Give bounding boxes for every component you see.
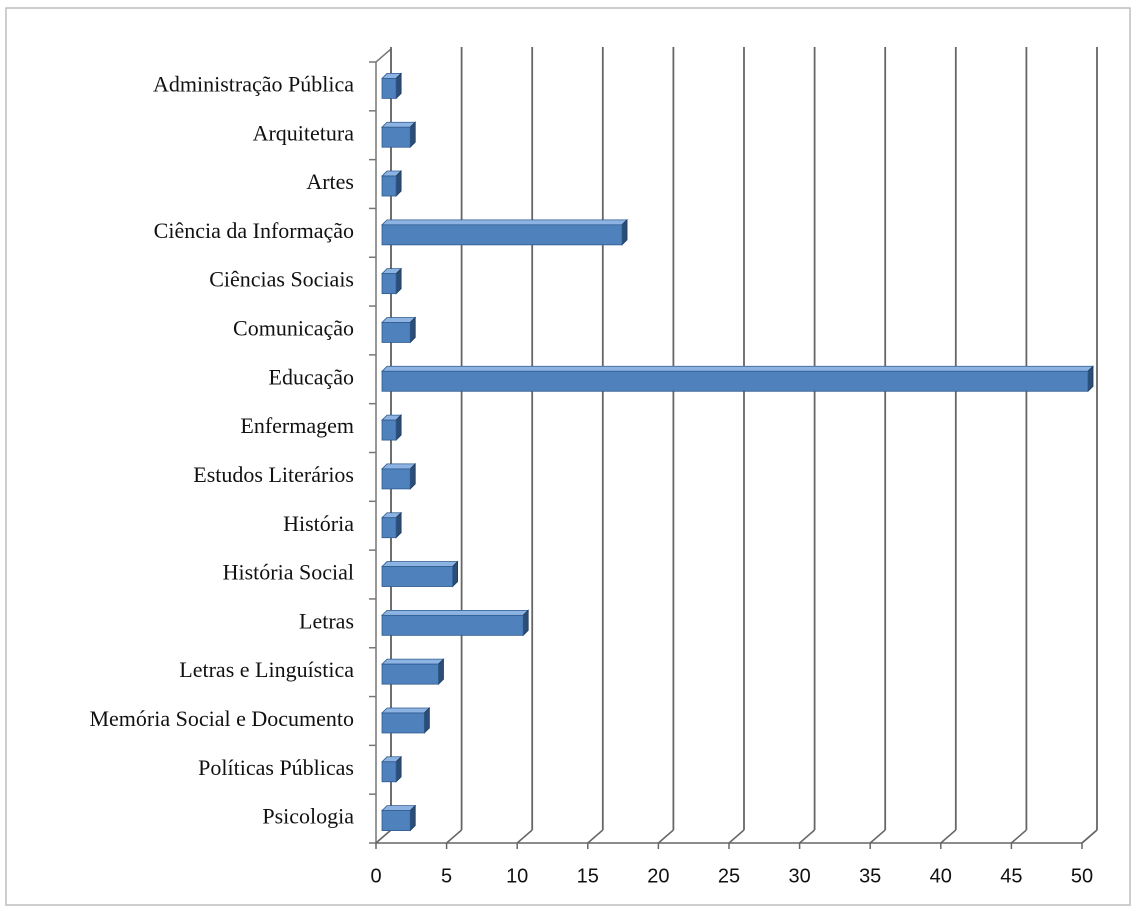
bar-top — [381, 317, 417, 323]
bar — [381, 511, 403, 539]
y-tick-label: História Social — [223, 560, 354, 585]
x-tick-label: 15 — [577, 865, 599, 887]
bar-front — [381, 761, 397, 783]
y-tick-label: Educação — [269, 364, 355, 389]
bar-top — [381, 121, 417, 128]
bar — [381, 707, 431, 734]
bar-side — [395, 72, 402, 100]
bar — [381, 121, 417, 149]
floor-line — [375, 829, 392, 844]
y-tick-label: Memória Social e Documento — [89, 706, 354, 731]
y-tick-label: História — [283, 511, 354, 536]
bar-top — [381, 561, 459, 567]
x-tick-label: 10 — [506, 865, 528, 887]
y-tick-label: Comunicação — [233, 316, 354, 341]
bar-side — [395, 414, 402, 442]
y-tick-label: Administração Pública — [153, 71, 354, 96]
bar-front — [381, 614, 524, 636]
bar-front — [381, 224, 623, 246]
bar — [381, 414, 403, 442]
floor-line — [940, 829, 957, 844]
bar — [381, 658, 445, 686]
bar-side — [395, 170, 402, 197]
bar-front — [381, 322, 411, 343]
bar-front — [381, 126, 411, 148]
floor-line — [657, 829, 674, 844]
x-tick-label: 50 — [1071, 865, 1093, 887]
chart-frame — [5, 7, 1131, 906]
bar-top — [381, 707, 431, 714]
y-tick-label: Ciência da Informação — [154, 218, 354, 243]
bar-side — [409, 121, 416, 149]
floor-line — [1010, 829, 1027, 844]
y-tick-label: Letras e Linguística — [179, 657, 354, 682]
bar-front — [381, 419, 397, 441]
y-tick-label: Artes — [306, 169, 354, 194]
bar-top — [381, 609, 530, 616]
bar-top — [381, 805, 417, 811]
bar-side — [423, 707, 430, 734]
x-tick-label: 35 — [859, 865, 881, 887]
bar-front — [381, 566, 453, 587]
floor-line — [516, 829, 533, 844]
bar-side — [395, 511, 402, 539]
y-tick-label: Políticas Públicas — [198, 755, 354, 780]
y-tick-label: Ciências Sociais — [209, 267, 354, 292]
y-tick-label: Arquitetura — [253, 120, 355, 145]
x-tick-label: 30 — [788, 865, 810, 887]
y-tick-label: Letras — [299, 608, 354, 633]
bar-front — [381, 370, 1089, 392]
bar-side — [409, 462, 416, 490]
bar-front — [381, 517, 397, 539]
bar-side — [409, 804, 416, 832]
bar — [381, 72, 403, 100]
bar-front — [381, 663, 439, 685]
bar — [381, 804, 417, 832]
bar-side — [1087, 365, 1094, 393]
x-tick-label: 40 — [930, 865, 952, 887]
floor-line — [799, 829, 816, 844]
bar — [381, 218, 629, 246]
bar-side — [452, 560, 459, 588]
bar-side — [409, 316, 416, 344]
bar-side — [522, 609, 529, 637]
bar-front — [381, 810, 411, 831]
x-tick-label: 20 — [647, 865, 669, 887]
bar-side — [395, 267, 402, 295]
bar-front — [381, 78, 397, 99]
x-tick-label: 25 — [718, 865, 740, 887]
bar — [381, 755, 403, 783]
bar — [381, 316, 417, 344]
bar-front — [381, 712, 425, 734]
x-tick-label: 5 — [441, 865, 452, 887]
x-tick-label: 45 — [1000, 865, 1022, 887]
bar — [381, 462, 417, 490]
bar-front — [381, 273, 397, 295]
bar-side — [438, 658, 444, 686]
bar — [381, 560, 459, 588]
y-tick-label: Enfermagem — [240, 413, 354, 438]
bar-side — [395, 755, 402, 783]
bar — [381, 365, 1094, 393]
y-tick-label: Estudos Literários — [193, 462, 354, 487]
bar — [381, 609, 530, 637]
bar-front — [381, 175, 397, 197]
floor-line — [728, 829, 745, 844]
bar-top — [381, 219, 629, 226]
x-tick-label: 0 — [370, 865, 381, 887]
floor-line — [869, 829, 886, 844]
y-tick-label: Psicologia — [262, 804, 354, 829]
bar-front — [381, 468, 411, 490]
bar-top — [381, 658, 445, 665]
bar-side — [621, 218, 628, 246]
bar-top — [381, 463, 417, 470]
floor-line — [587, 829, 604, 844]
floor-line — [446, 829, 463, 844]
floor-right — [1081, 829, 1098, 844]
bar-top — [381, 365, 1094, 372]
bar — [381, 267, 403, 295]
bar — [381, 170, 403, 197]
